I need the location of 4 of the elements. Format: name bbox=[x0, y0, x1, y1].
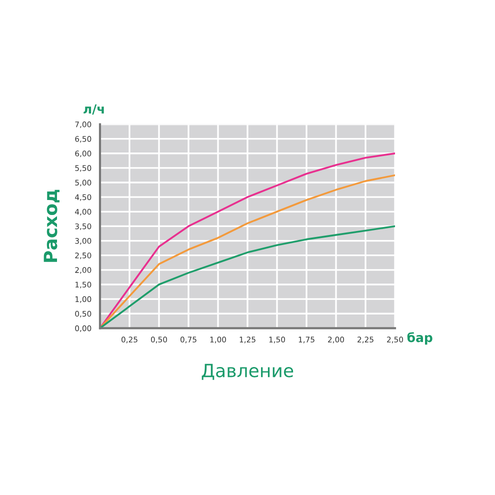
text: бар bbox=[407, 332, 432, 345]
text: л/ч bbox=[84, 104, 104, 115]
x-axis-title: Давление bbox=[202, 364, 294, 380]
y-axis-title: Расход bbox=[44, 190, 60, 262]
